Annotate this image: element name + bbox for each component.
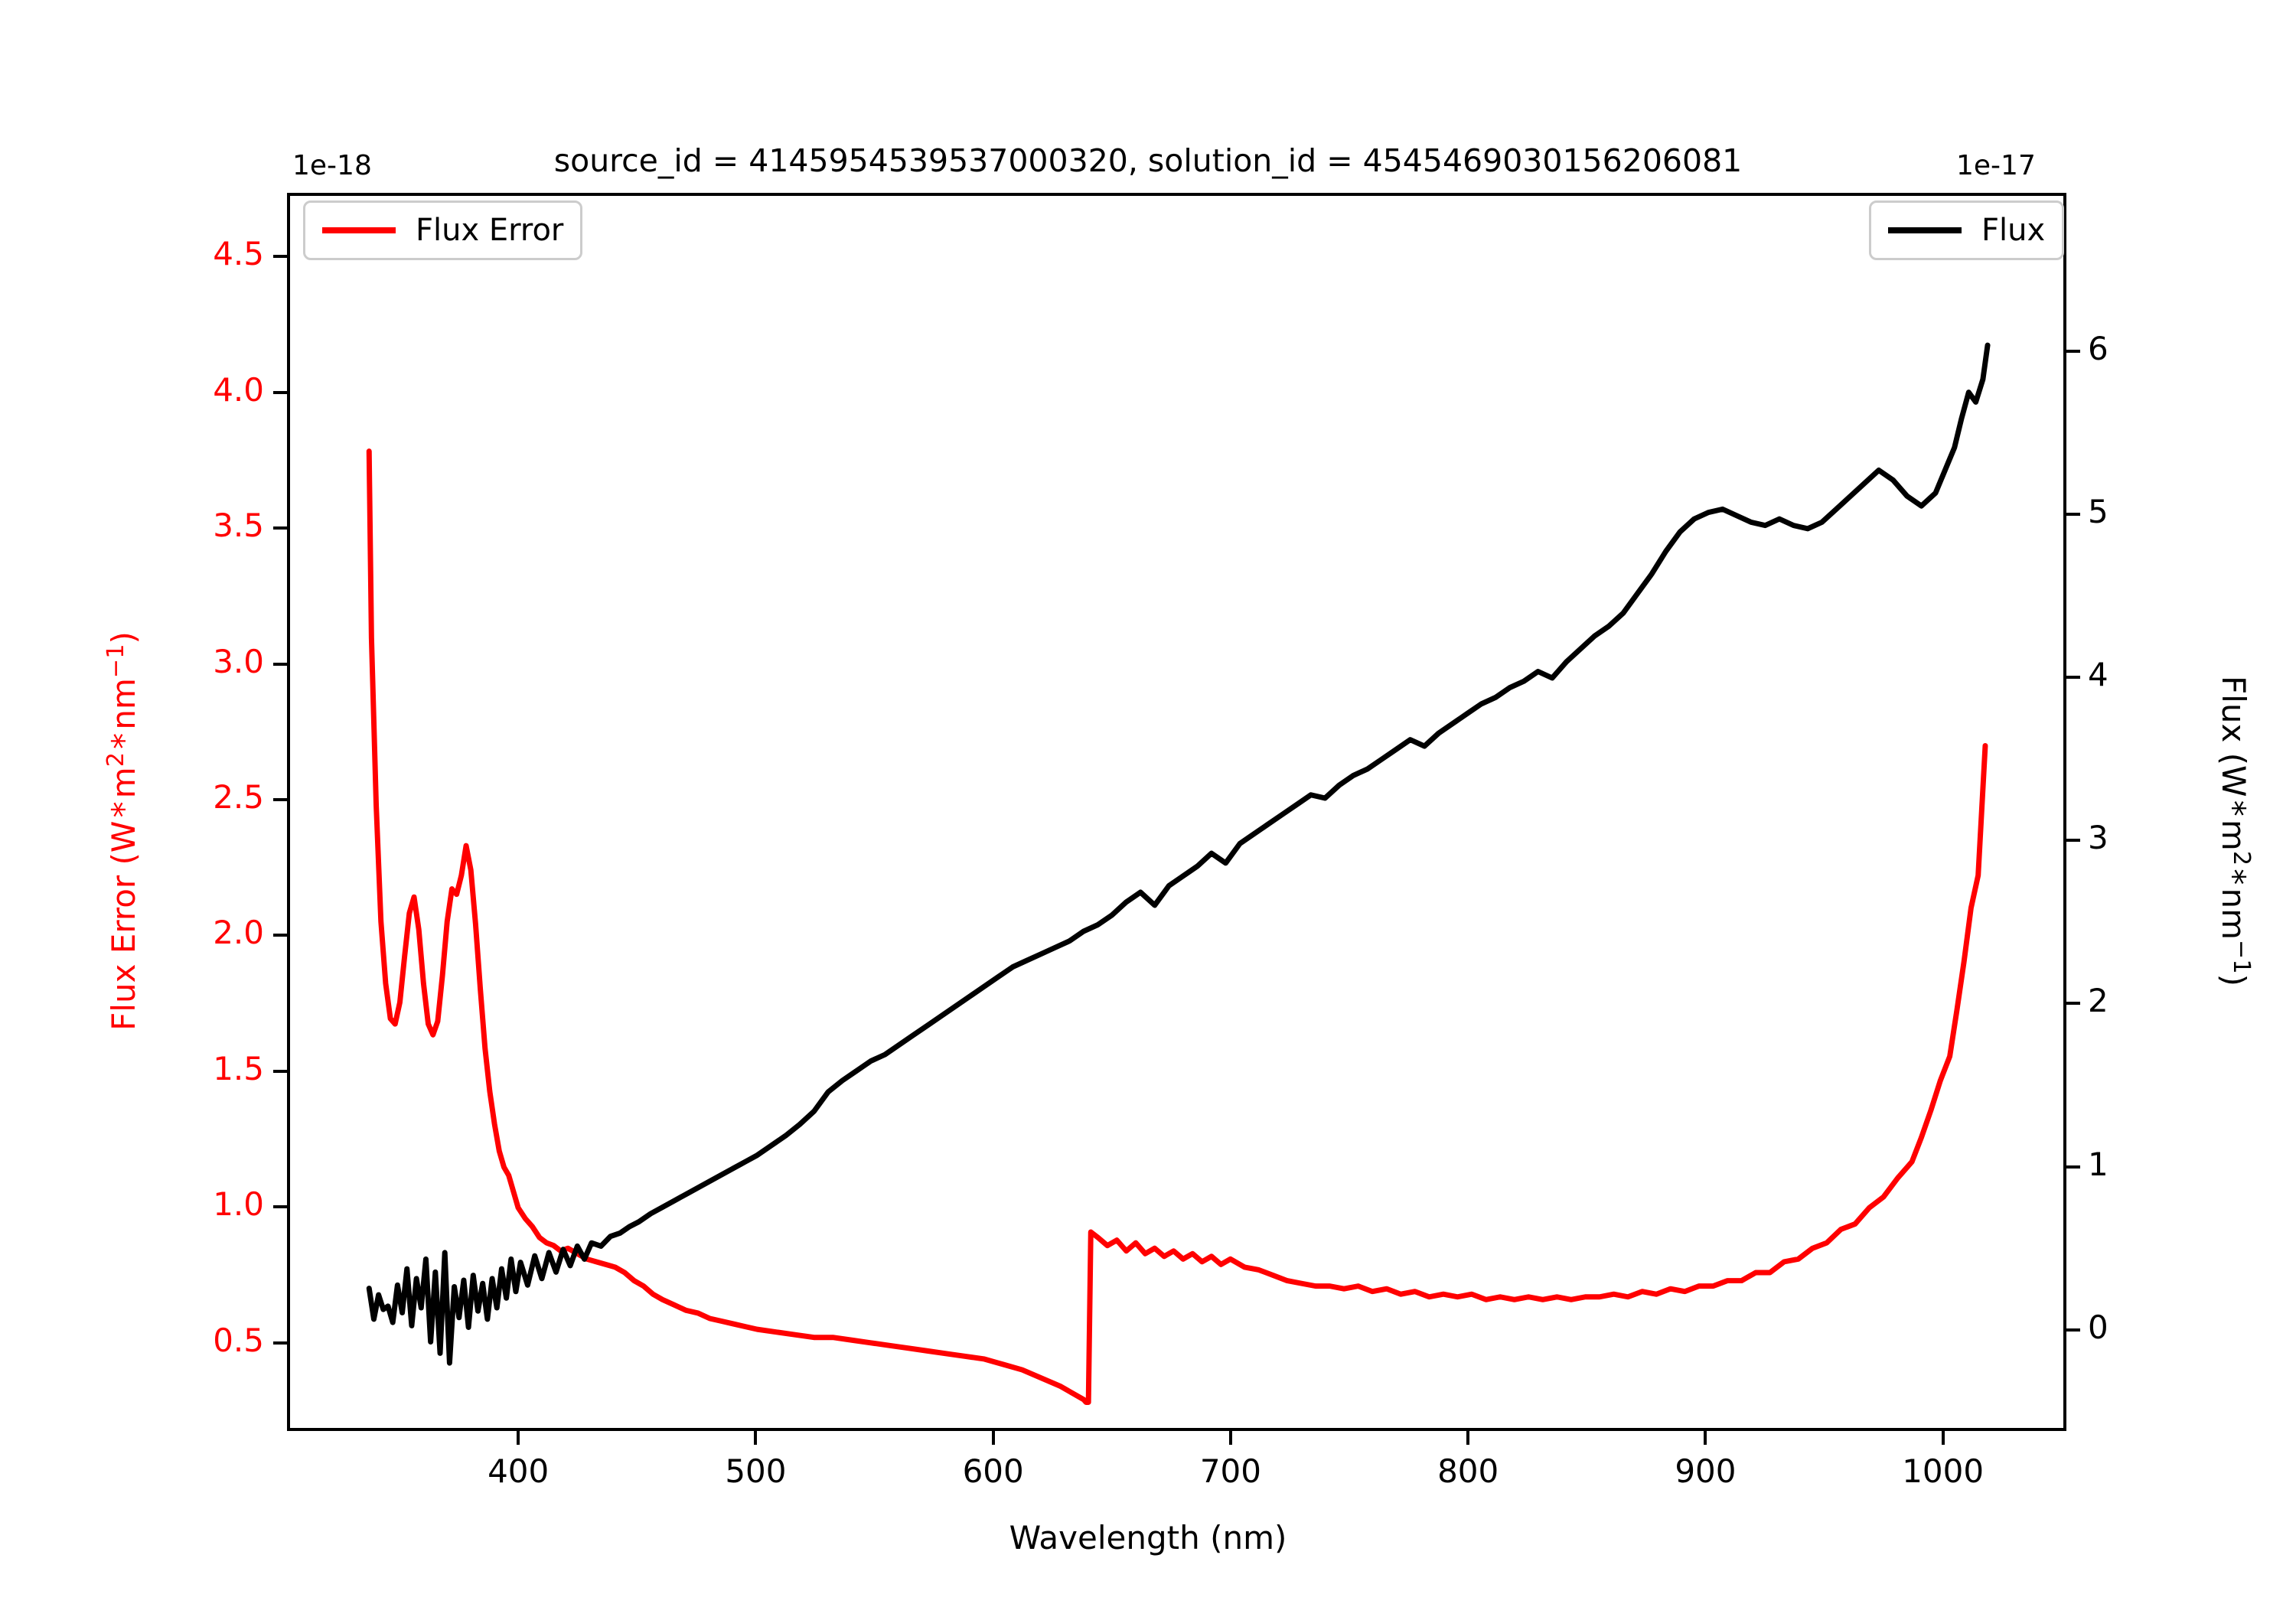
legend-flux-error[interactable]: Flux Error xyxy=(303,200,583,260)
legend-flux[interactable]: Flux xyxy=(1869,200,2065,260)
y-tick-mark-left xyxy=(273,526,287,530)
y-tick-label-left: 2.5 xyxy=(213,778,264,817)
y-tick-label-right: 6 xyxy=(2088,329,2108,367)
series-line-flux-error xyxy=(366,448,1988,1405)
left-axis-offset-text: 1e-18 xyxy=(292,150,372,181)
legend-label-flux: Flux xyxy=(1981,213,2046,248)
x-tick-mark xyxy=(1941,1431,1945,1445)
x-tick-label: 700 xyxy=(1199,1452,1261,1490)
y-tick-mark-left xyxy=(273,1069,287,1073)
x-tick-label: 400 xyxy=(488,1452,550,1490)
y-tick-label-right: 4 xyxy=(2088,656,2108,694)
left-axis-title: Flux Error (W * m2 * nm−1) xyxy=(103,631,142,1031)
y-tick-mark-right xyxy=(2066,839,2080,843)
y-tick-label-left: 4.5 xyxy=(213,235,264,273)
legend-line-swatch-flux-error xyxy=(322,227,396,233)
y-tick-mark-right xyxy=(2066,1328,2080,1332)
y-tick-mark-left xyxy=(273,798,287,802)
legend-label-flux-error: Flux Error xyxy=(416,213,564,248)
right-axis-title: Flux (W * m2 * nm−1) xyxy=(2215,676,2255,986)
y-tick-mark-left xyxy=(273,662,287,666)
x-tick-label: 500 xyxy=(725,1452,787,1490)
x-tick-label: 800 xyxy=(1437,1452,1499,1490)
x-tick-mark xyxy=(517,1431,520,1445)
y-tick-mark-right xyxy=(2066,1165,2080,1169)
y-tick-label-right: 1 xyxy=(2088,1145,2108,1183)
y-tick-mark-right xyxy=(2066,349,2080,353)
y-tick-mark-left xyxy=(273,1341,287,1345)
plot-svg xyxy=(366,342,1991,1405)
y-tick-label-right: 2 xyxy=(2088,982,2108,1020)
y-tick-label-right: 0 xyxy=(2088,1308,2108,1346)
y-tick-label-left: 1.0 xyxy=(213,1185,264,1224)
x-tick-label: 600 xyxy=(962,1452,1024,1490)
y-tick-label-left: 3.5 xyxy=(213,507,264,545)
plot-area xyxy=(287,193,2066,1431)
y-tick-label-right: 5 xyxy=(2088,492,2108,530)
y-tick-label-left: 1.5 xyxy=(213,1049,264,1087)
y-tick-label-left: 4.0 xyxy=(213,370,264,409)
x-axis-title: Wavelength (nm) xyxy=(1009,1519,1287,1556)
x-tick-label: 1000 xyxy=(1902,1452,1985,1490)
y-tick-mark-right xyxy=(2066,676,2080,680)
x-tick-label: 900 xyxy=(1675,1452,1737,1490)
x-tick-mark xyxy=(1466,1431,1470,1445)
legend-line-swatch-flux xyxy=(1888,227,1962,233)
y-tick-mark-right xyxy=(2066,1002,2080,1006)
y-tick-mark-left xyxy=(273,390,287,394)
y-tick-mark-right xyxy=(2066,512,2080,516)
y-tick-label-left: 0.5 xyxy=(213,1321,264,1359)
y-tick-label-left: 2.0 xyxy=(213,914,264,952)
right-axis-offset-text: 1e-17 xyxy=(1956,150,2036,181)
chart-title: source_id = 4145954539537000320, solutio… xyxy=(553,142,1743,179)
y-tick-label-left: 3.0 xyxy=(213,642,264,680)
x-tick-mark xyxy=(754,1431,758,1445)
y-tick-mark-left xyxy=(273,255,287,259)
y-tick-label-right: 3 xyxy=(2088,819,2108,857)
y-tick-mark-left xyxy=(273,934,287,937)
x-tick-mark xyxy=(991,1431,995,1445)
x-tick-mark xyxy=(1704,1431,1707,1445)
series-line-flux xyxy=(366,342,1991,1366)
x-tick-mark xyxy=(1228,1431,1232,1445)
y-tick-mark-left xyxy=(273,1205,287,1209)
